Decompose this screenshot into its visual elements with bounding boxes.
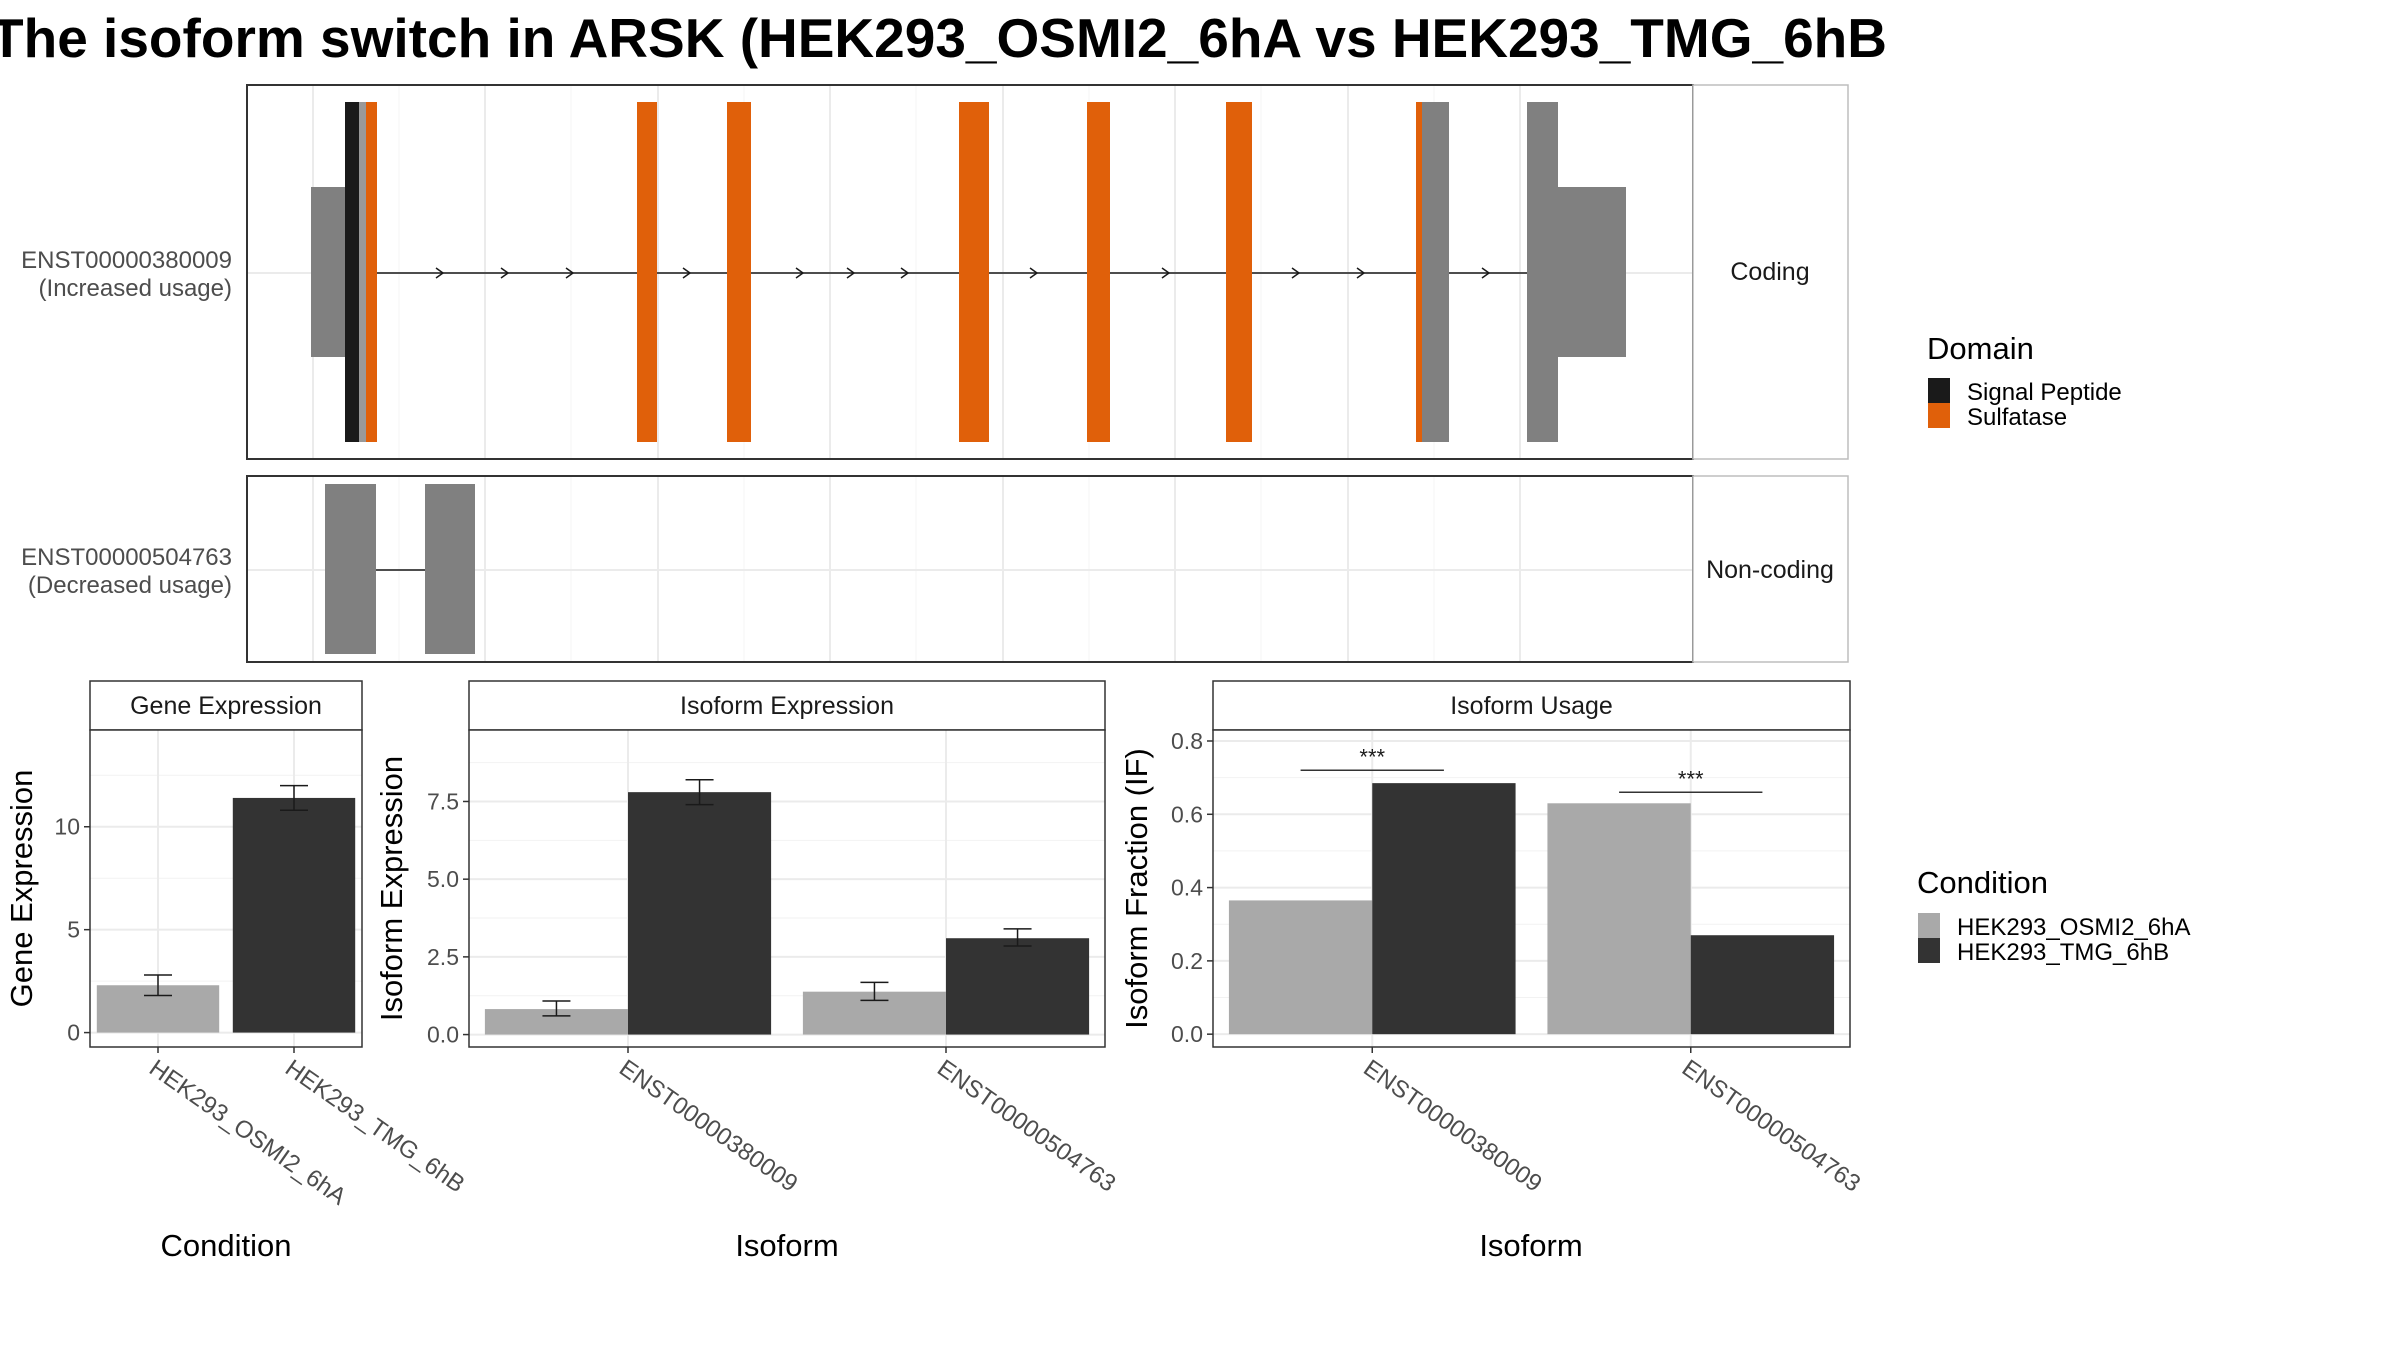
legend-key-signal-peptide	[1928, 378, 1950, 403]
y-axis-title: Isoform Expression	[374, 756, 409, 1021]
coding-exon	[1422, 102, 1449, 442]
strand-arrow	[1029, 267, 1039, 279]
y-axis-title: Isoform Fraction (IF)	[1119, 748, 1154, 1029]
strand-arrow	[1291, 267, 1301, 279]
strip-label-coding: Coding	[1730, 258, 1809, 286]
x-axis-title: Isoform	[1479, 1228, 1582, 1263]
strand-arrow	[1161, 267, 1171, 279]
strip-label-noncoding: Non-coding	[1706, 556, 1834, 584]
y-tick-label: 10	[54, 814, 80, 840]
legend-label-signal-peptide: Signal Peptide	[1967, 379, 2122, 406]
legend-title: Domain	[1927, 331, 2034, 366]
chart-title: Isoform Expression	[680, 692, 894, 720]
plot-border	[468, 729, 1106, 1048]
bar	[1547, 803, 1691, 1035]
facet-strip	[468, 680, 1106, 731]
x-axis-title: Isoform	[735, 1228, 838, 1263]
y-tick-label: 0	[67, 1020, 80, 1046]
noncoding-exon	[425, 484, 475, 654]
chart-title: Gene Expression	[130, 692, 322, 720]
strand-arrow	[565, 267, 575, 279]
significance-label: ***	[1678, 766, 1704, 791]
y-tick-label: 0.0	[1171, 1021, 1203, 1047]
utr-exon	[1558, 187, 1626, 357]
plot-border	[1212, 729, 1851, 1048]
bar	[1228, 900, 1373, 1035]
transcript-structure-ENST00000504763	[325, 484, 475, 654]
bar	[1690, 935, 1835, 1035]
strand-arrow	[900, 267, 910, 279]
legend-label-sulfatase: Sulfatase	[1967, 404, 2067, 431]
isoform-label-id: ENST00000380009	[21, 247, 232, 274]
bar	[1372, 783, 1516, 1035]
strand-arrow	[1356, 267, 1366, 279]
legend-label-cond-a: HEK293_OSMI2_6hA	[1957, 914, 2190, 941]
chart-title: Isoform Usage	[1450, 692, 1613, 720]
sulfatase-domain	[1226, 102, 1252, 442]
strand-arrow	[1481, 267, 1491, 279]
bar	[232, 797, 356, 1033]
y-tick-label: 7.5	[427, 788, 459, 814]
sulfatase-domain	[1087, 102, 1110, 442]
isoform-label-usage: (Decreased usage)	[28, 572, 232, 599]
figure-title: The isoform switch in ARSK (HEK293_OSMI2…	[0, 7, 1887, 69]
utr-exon	[311, 187, 345, 357]
x-tick-label: ENST00000380009	[614, 1055, 802, 1198]
y-tick-label: 5	[67, 917, 80, 943]
legend-label-cond-b: HEK293_TMG_6hB	[1957, 939, 2169, 966]
strand-arrow	[500, 267, 510, 279]
isoform-label-id: ENST00000504763	[21, 544, 232, 571]
legend-key-cond-b	[1918, 938, 1940, 963]
y-tick-label: 0.0	[427, 1022, 459, 1048]
significance-label: ***	[1359, 744, 1385, 769]
condition-legend: Condition HEK293_OSMI2_6hA HEK293_TMG_6h…	[1917, 865, 2190, 966]
strip-background	[1692, 475, 1849, 663]
y-tick-label: 2.5	[427, 944, 459, 970]
strand-arrow	[795, 267, 805, 279]
coding-exon	[359, 102, 366, 442]
legend-title: Condition	[1917, 865, 2048, 900]
legend-key-sulfatase	[1928, 403, 1950, 428]
facet-strip	[1212, 680, 1851, 731]
isoform-expression-chart: Isoform Expression 0.0 2.5 5.0 7.5 ENST000003…	[374, 680, 1120, 1263]
strand-arrow	[435, 267, 445, 279]
signal-peptide-domain	[345, 102, 359, 442]
isoform-label-usage: (Increased usage)	[39, 275, 232, 302]
isoform-panel-noncoding: Non-coding ENST00000504763 (Decreased us…	[21, 475, 1849, 663]
bar	[946, 938, 1090, 1035]
y-tick-label: 0.4	[1171, 875, 1203, 901]
legend-key-cond-a	[1918, 913, 1940, 938]
y-axis-title: Gene Expression	[4, 770, 39, 1008]
strip-background	[1692, 84, 1849, 460]
panel-gridlines	[248, 477, 1692, 661]
sulfatase-domain	[366, 102, 377, 442]
bar	[628, 792, 772, 1035]
transcript-structure-ENST00000380009	[311, 102, 1626, 442]
isoform-usage-chart: Isoform Usage 0.0 0.2 0.4 0.6 0.8 *** *** ENST00…	[1119, 680, 1865, 1263]
x-tick-label: ENST00000504763	[932, 1055, 1120, 1198]
x-axis-title: Condition	[161, 1228, 292, 1263]
domain-legend: Domain Signal Peptide Sulfatase	[1927, 331, 2122, 431]
strand-arrow	[846, 267, 856, 279]
y-tick-label: 0.8	[1171, 728, 1203, 754]
x-tick-label: ENST00000380009	[1358, 1055, 1546, 1198]
plot-border	[89, 729, 363, 1048]
sulfatase-domain	[727, 102, 751, 442]
sulfatase-domain	[1416, 102, 1422, 442]
coding-exon	[1527, 102, 1558, 442]
strand-arrow	[682, 267, 692, 279]
isoform-panel-coding: Coding ENST00000380009 (Increased usage)	[21, 84, 1849, 460]
sulfatase-domain	[959, 102, 989, 442]
sulfatase-domain	[637, 102, 657, 442]
y-tick-label: 0.2	[1171, 948, 1203, 974]
x-tick-label: ENST00000504763	[1677, 1055, 1865, 1198]
y-tick-label: 0.6	[1171, 801, 1203, 827]
y-tick-label: 5.0	[427, 866, 459, 892]
noncoding-exon	[325, 484, 376, 654]
